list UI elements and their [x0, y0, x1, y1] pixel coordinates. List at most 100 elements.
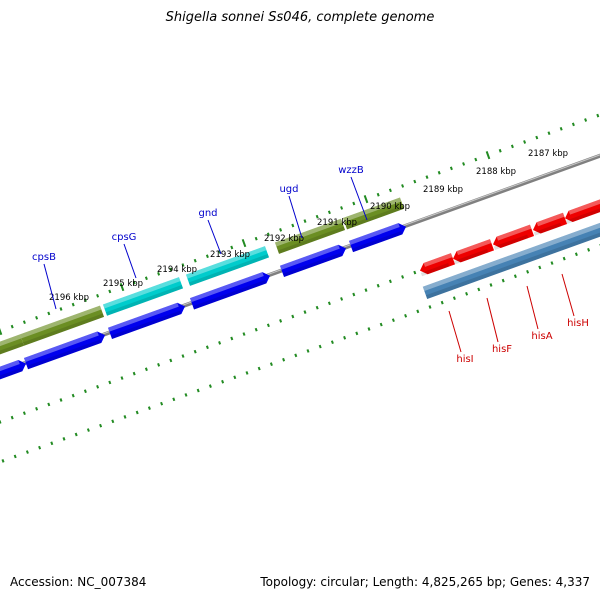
tick-mark	[169, 358, 173, 363]
tick-mark	[523, 140, 527, 144]
tick-mark	[205, 345, 209, 350]
tick-mark	[364, 288, 368, 292]
feature-shape	[493, 224, 535, 248]
tick-mark	[218, 341, 222, 345]
tick-mark	[233, 375, 237, 380]
forward-gene-arrow	[0, 360, 27, 383]
tick-mark	[230, 336, 234, 341]
gene-label: wzzB	[338, 165, 364, 176]
forward-gene-arrow	[348, 223, 406, 253]
tick-mark	[221, 379, 225, 384]
tick-mark	[144, 276, 148, 281]
tick-mark	[196, 388, 200, 393]
tick-mark	[352, 201, 356, 206]
feature-shape	[185, 246, 270, 286]
tick-mark	[96, 384, 100, 389]
tick-mark	[535, 135, 539, 140]
feature-shine	[274, 218, 343, 247]
feature-shape	[0, 334, 25, 358]
feature-shade	[425, 228, 600, 299]
tick-mark	[437, 170, 441, 175]
tick-mark	[477, 287, 481, 292]
scale-label: 2196 kbp	[49, 293, 89, 303]
tick-mark	[562, 256, 566, 261]
feature-shade	[0, 342, 25, 358]
tick-mark	[584, 118, 588, 122]
tick-mark	[25, 450, 29, 454]
tick-mark	[132, 371, 136, 376]
tick-mark	[266, 232, 270, 237]
tick-mark	[416, 309, 420, 314]
feature-shade	[453, 249, 489, 265]
tick-mark	[428, 305, 432, 309]
scale-label: 2193 kbp	[210, 250, 250, 260]
tick-mark	[132, 280, 136, 285]
tick-mark	[193, 258, 197, 263]
gene-label: gnd	[198, 208, 217, 219]
tick-mark	[74, 432, 78, 437]
feature-shine	[536, 212, 565, 227]
tick-mark	[254, 236, 258, 241]
upper-tick-row	[0, 113, 600, 336]
tick-mark	[22, 411, 26, 416]
feature-shape	[189, 272, 270, 310]
tick-mark	[498, 148, 502, 153]
reverse-tick-row	[1, 244, 600, 463]
tick-mark	[96, 293, 100, 298]
gene-label: hisA	[531, 331, 552, 342]
tick-mark	[379, 322, 383, 327]
feature-shape	[274, 218, 346, 254]
tick-mark	[571, 122, 575, 127]
feature-shine	[342, 197, 402, 222]
tick-mark	[318, 344, 322, 349]
feature-shine	[456, 239, 492, 256]
tick-mark	[462, 162, 466, 166]
tick-mark	[123, 415, 127, 419]
tick-mark	[22, 320, 26, 325]
feature-shine	[107, 302, 179, 332]
feature-shape	[279, 244, 347, 278]
feature-shape	[0, 360, 27, 383]
tick-mark	[363, 195, 369, 204]
feature-shape	[107, 302, 186, 340]
feature-shape	[19, 305, 105, 346]
tick-mark	[413, 270, 417, 275]
tick-mark	[401, 275, 405, 279]
tick-mark	[303, 310, 307, 314]
tick-mark	[59, 307, 63, 311]
feature-shade	[282, 252, 343, 278]
tick-mark	[59, 398, 63, 402]
feature-shape	[533, 212, 568, 234]
feature-shine	[348, 223, 400, 245]
tick-mark	[440, 300, 444, 305]
tick-mark	[327, 301, 331, 306]
gene-leader-line	[526, 285, 539, 330]
tick-mark	[144, 367, 148, 372]
tick-mark	[184, 393, 188, 397]
tick-mark	[83, 298, 87, 303]
scale-label: 2190 kbp	[370, 202, 410, 212]
feature-shine	[422, 220, 600, 292]
tick-mark	[13, 454, 17, 459]
tick-mark	[83, 389, 87, 394]
feature-shade	[0, 367, 23, 383]
forward-gene-arrow	[107, 302, 186, 340]
tick-mark	[50, 441, 54, 446]
tick-mark	[404, 313, 408, 318]
cds-bar	[422, 220, 600, 299]
tick-mark	[294, 353, 298, 358]
feature-shade	[192, 280, 267, 310]
feature-shine	[279, 244, 340, 270]
tick-mark	[340, 206, 344, 210]
tick-mark	[266, 323, 270, 328]
tick-mark	[303, 219, 307, 223]
cds-bar	[274, 218, 346, 254]
cds-bar	[102, 277, 184, 316]
tick-mark	[526, 269, 530, 274]
tick-mark	[376, 283, 380, 288]
tick-mark	[330, 340, 334, 345]
tick-mark	[47, 402, 51, 407]
tick-mark	[254, 327, 258, 332]
tick-mark	[119, 282, 125, 292]
